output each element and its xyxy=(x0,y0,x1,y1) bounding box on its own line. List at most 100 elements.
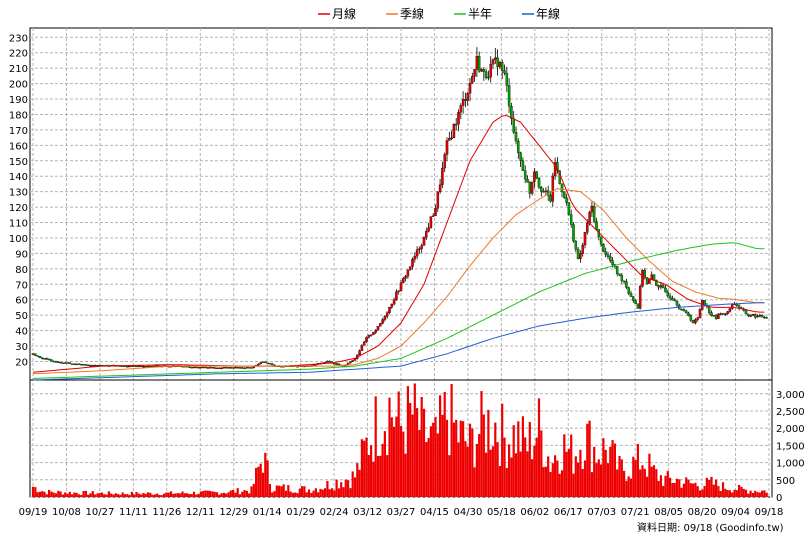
candle-body xyxy=(684,310,688,314)
volume-bar xyxy=(234,492,237,497)
candle-body xyxy=(551,175,555,202)
volume-bar xyxy=(204,490,207,497)
volume-bar xyxy=(593,446,596,497)
ma-line-年線 xyxy=(32,302,765,381)
volume-bar xyxy=(197,493,200,497)
candle-body xyxy=(434,208,437,216)
volume-bar xyxy=(188,493,191,497)
volume-bar xyxy=(236,488,239,497)
volume-bar xyxy=(284,490,288,497)
candle-body xyxy=(93,365,97,367)
candle-body xyxy=(422,236,426,246)
volume-bar xyxy=(623,470,626,497)
date-tick-label: 09/19 xyxy=(19,507,48,518)
candle-body xyxy=(599,236,603,245)
volume-bar xyxy=(756,492,759,497)
candle-body xyxy=(712,315,716,317)
date-tick-label: 05/18 xyxy=(487,507,516,518)
volume-bar xyxy=(48,489,51,497)
candle-body xyxy=(721,313,725,315)
volume-bar xyxy=(103,494,106,497)
candle-body xyxy=(622,280,626,282)
candle-body xyxy=(756,315,759,318)
volume-bar xyxy=(271,492,274,497)
price-tick-label: 170 xyxy=(9,126,28,137)
price-tick-label: 20 xyxy=(15,357,28,368)
volume-bar xyxy=(305,492,308,497)
candle-body xyxy=(468,82,472,94)
candle-body xyxy=(602,244,605,252)
volume-bar xyxy=(321,489,324,497)
volume-bar xyxy=(666,471,669,497)
date-tick-label: 01/29 xyxy=(286,507,315,518)
candle-body xyxy=(629,293,633,297)
candle-body xyxy=(526,178,529,183)
volume-bar xyxy=(687,479,690,497)
volume-bar xyxy=(395,416,398,497)
volume-bar xyxy=(487,409,490,497)
volume-bar xyxy=(669,477,672,497)
volume-bar xyxy=(367,454,370,497)
candle-body xyxy=(413,255,417,260)
candle-body xyxy=(477,56,481,72)
candle-body xyxy=(760,315,764,318)
volume-bar xyxy=(275,485,278,497)
candle-body xyxy=(747,313,750,316)
volume-bar xyxy=(570,434,573,497)
volume-bar xyxy=(528,421,531,497)
volume-bar xyxy=(43,491,46,497)
volume-bar xyxy=(715,479,718,497)
ma-line-半年 xyxy=(32,242,765,379)
candle-body xyxy=(431,215,435,217)
volume-bar xyxy=(50,491,53,497)
volume-bar xyxy=(542,467,545,497)
volume-bar xyxy=(179,493,182,497)
candlesticks xyxy=(31,47,768,370)
volume-bar xyxy=(356,463,359,497)
price-tick-label: 230 xyxy=(9,33,28,44)
volume-bar xyxy=(747,493,750,497)
volume-bar xyxy=(370,445,373,497)
volume-bar xyxy=(172,493,175,497)
volume-bar xyxy=(505,468,508,497)
candle-body xyxy=(247,367,251,369)
volume-bar xyxy=(192,491,196,497)
candle-body xyxy=(126,366,129,368)
volume-bar xyxy=(222,492,225,497)
volume-bar xyxy=(583,460,587,497)
volume-bar xyxy=(133,494,136,497)
candle-body xyxy=(36,355,39,357)
candle-body xyxy=(38,355,42,358)
volume-bar xyxy=(436,433,439,497)
candle-body xyxy=(52,360,55,363)
candle-body xyxy=(448,138,451,141)
volume-bar xyxy=(567,448,570,497)
volume-bar xyxy=(280,486,283,497)
volume-bar xyxy=(360,439,363,497)
volume-bar xyxy=(524,437,527,497)
candle-body xyxy=(206,367,210,369)
volume-bar xyxy=(450,384,453,497)
volume-bar xyxy=(186,493,189,497)
volume-bar xyxy=(59,491,62,497)
candle-body xyxy=(498,62,502,67)
candle-body xyxy=(335,363,338,365)
volume-bar xyxy=(606,463,610,497)
candle-body xyxy=(224,367,228,369)
volume-bar xyxy=(705,477,708,497)
date-tick-label: 10/27 xyxy=(85,507,114,518)
candle-body xyxy=(666,291,670,297)
candle-body xyxy=(257,363,260,366)
volume-bar xyxy=(641,465,644,497)
candle-body xyxy=(452,123,456,139)
candle-body xyxy=(429,216,433,228)
volume-bar xyxy=(703,485,706,497)
candle-body xyxy=(638,285,642,309)
date-tick-label: 09/04 xyxy=(721,507,750,518)
candle-body xyxy=(376,326,380,331)
volume-bar xyxy=(445,419,449,497)
volume-bar xyxy=(167,492,170,497)
candle-body xyxy=(197,367,200,369)
price-tick-label: 110 xyxy=(9,219,28,230)
